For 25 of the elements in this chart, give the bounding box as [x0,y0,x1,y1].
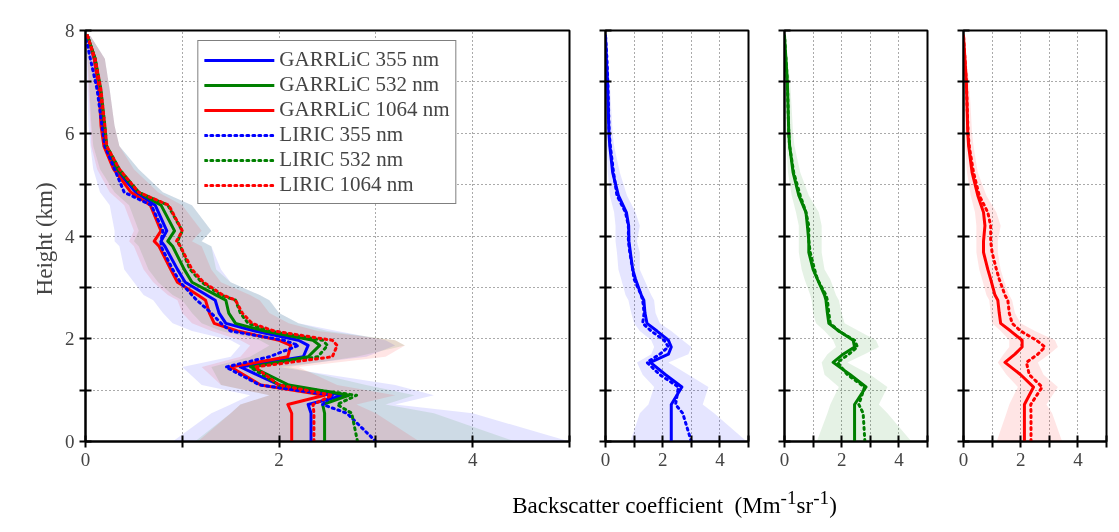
x-tick-label: 2 [657,448,668,470]
legend-label: GARRLiC 1064 nm [279,97,450,122]
y-tick-label: 6 [65,122,75,144]
legend-label: LIRIC 355 nm [279,122,403,147]
x-tick-label: 4 [1073,448,1084,470]
y-tick-label: 0 [65,431,75,452]
x-tick-label: 0 [600,448,611,470]
y-axis-title: Height (km) [32,182,57,296]
y-tick-label: 2 [65,328,75,350]
x-tick-label: 4 [894,448,905,470]
x-tick-label: 0 [779,448,790,470]
legend-label: GARRLiC 532 nm [279,72,440,97]
x-tick-label: 2 [1015,448,1026,470]
legend-label: LIRIC 1064 nm [279,172,414,197]
x-tick-label: 0 [958,448,969,470]
x-tick-label: 0 [80,448,91,470]
x-tick-label: 4 [715,448,726,470]
legend-label: LIRIC 532 nm [279,147,403,172]
x-tick-label: 2 [274,448,284,470]
x-tick-label: 4 [467,448,478,470]
y-tick-label: 8 [65,20,75,41]
y-tick-label: 4 [65,225,75,247]
legend-label: GARRLiC 355 nm [279,47,440,72]
x-axis-title: Backscatter coefficient (Mm$^{-1}$sr$^{-1}$) [512,486,837,520]
x-tick-label: 2 [836,448,847,470]
